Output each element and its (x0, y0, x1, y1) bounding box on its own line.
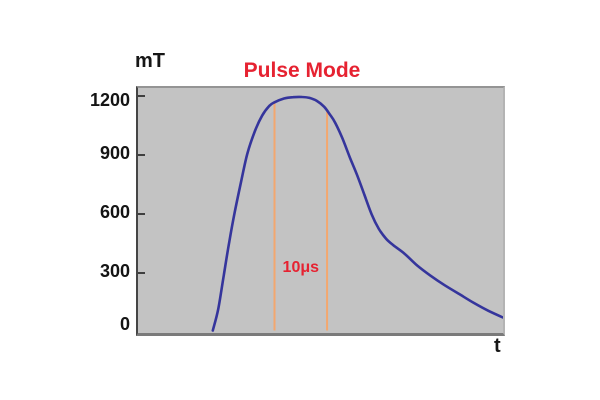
y-tick-label: 900 (99, 143, 130, 164)
y-tick-label: 600 (99, 202, 130, 223)
plot-area: 10μs (136, 86, 505, 336)
y-tick-label: 0 (119, 314, 130, 334)
pulse-width-label: 10μs (282, 259, 320, 276)
y-tick-mark (138, 95, 145, 97)
pulse-curve (211, 95, 503, 332)
y-tick-mark (138, 272, 145, 275)
chart-title: Pulse Mode (243, 59, 361, 82)
y-tick-label: 300 (99, 261, 130, 282)
y-tick-mark (138, 154, 145, 157)
y-tick-mark (138, 213, 145, 216)
pulse-curve-svg (211, 95, 503, 332)
y-tick-label: 1200 (89, 90, 130, 110)
y-axis-unit-label: mT (135, 50, 165, 72)
x-axis-unit-label: t (494, 335, 501, 357)
